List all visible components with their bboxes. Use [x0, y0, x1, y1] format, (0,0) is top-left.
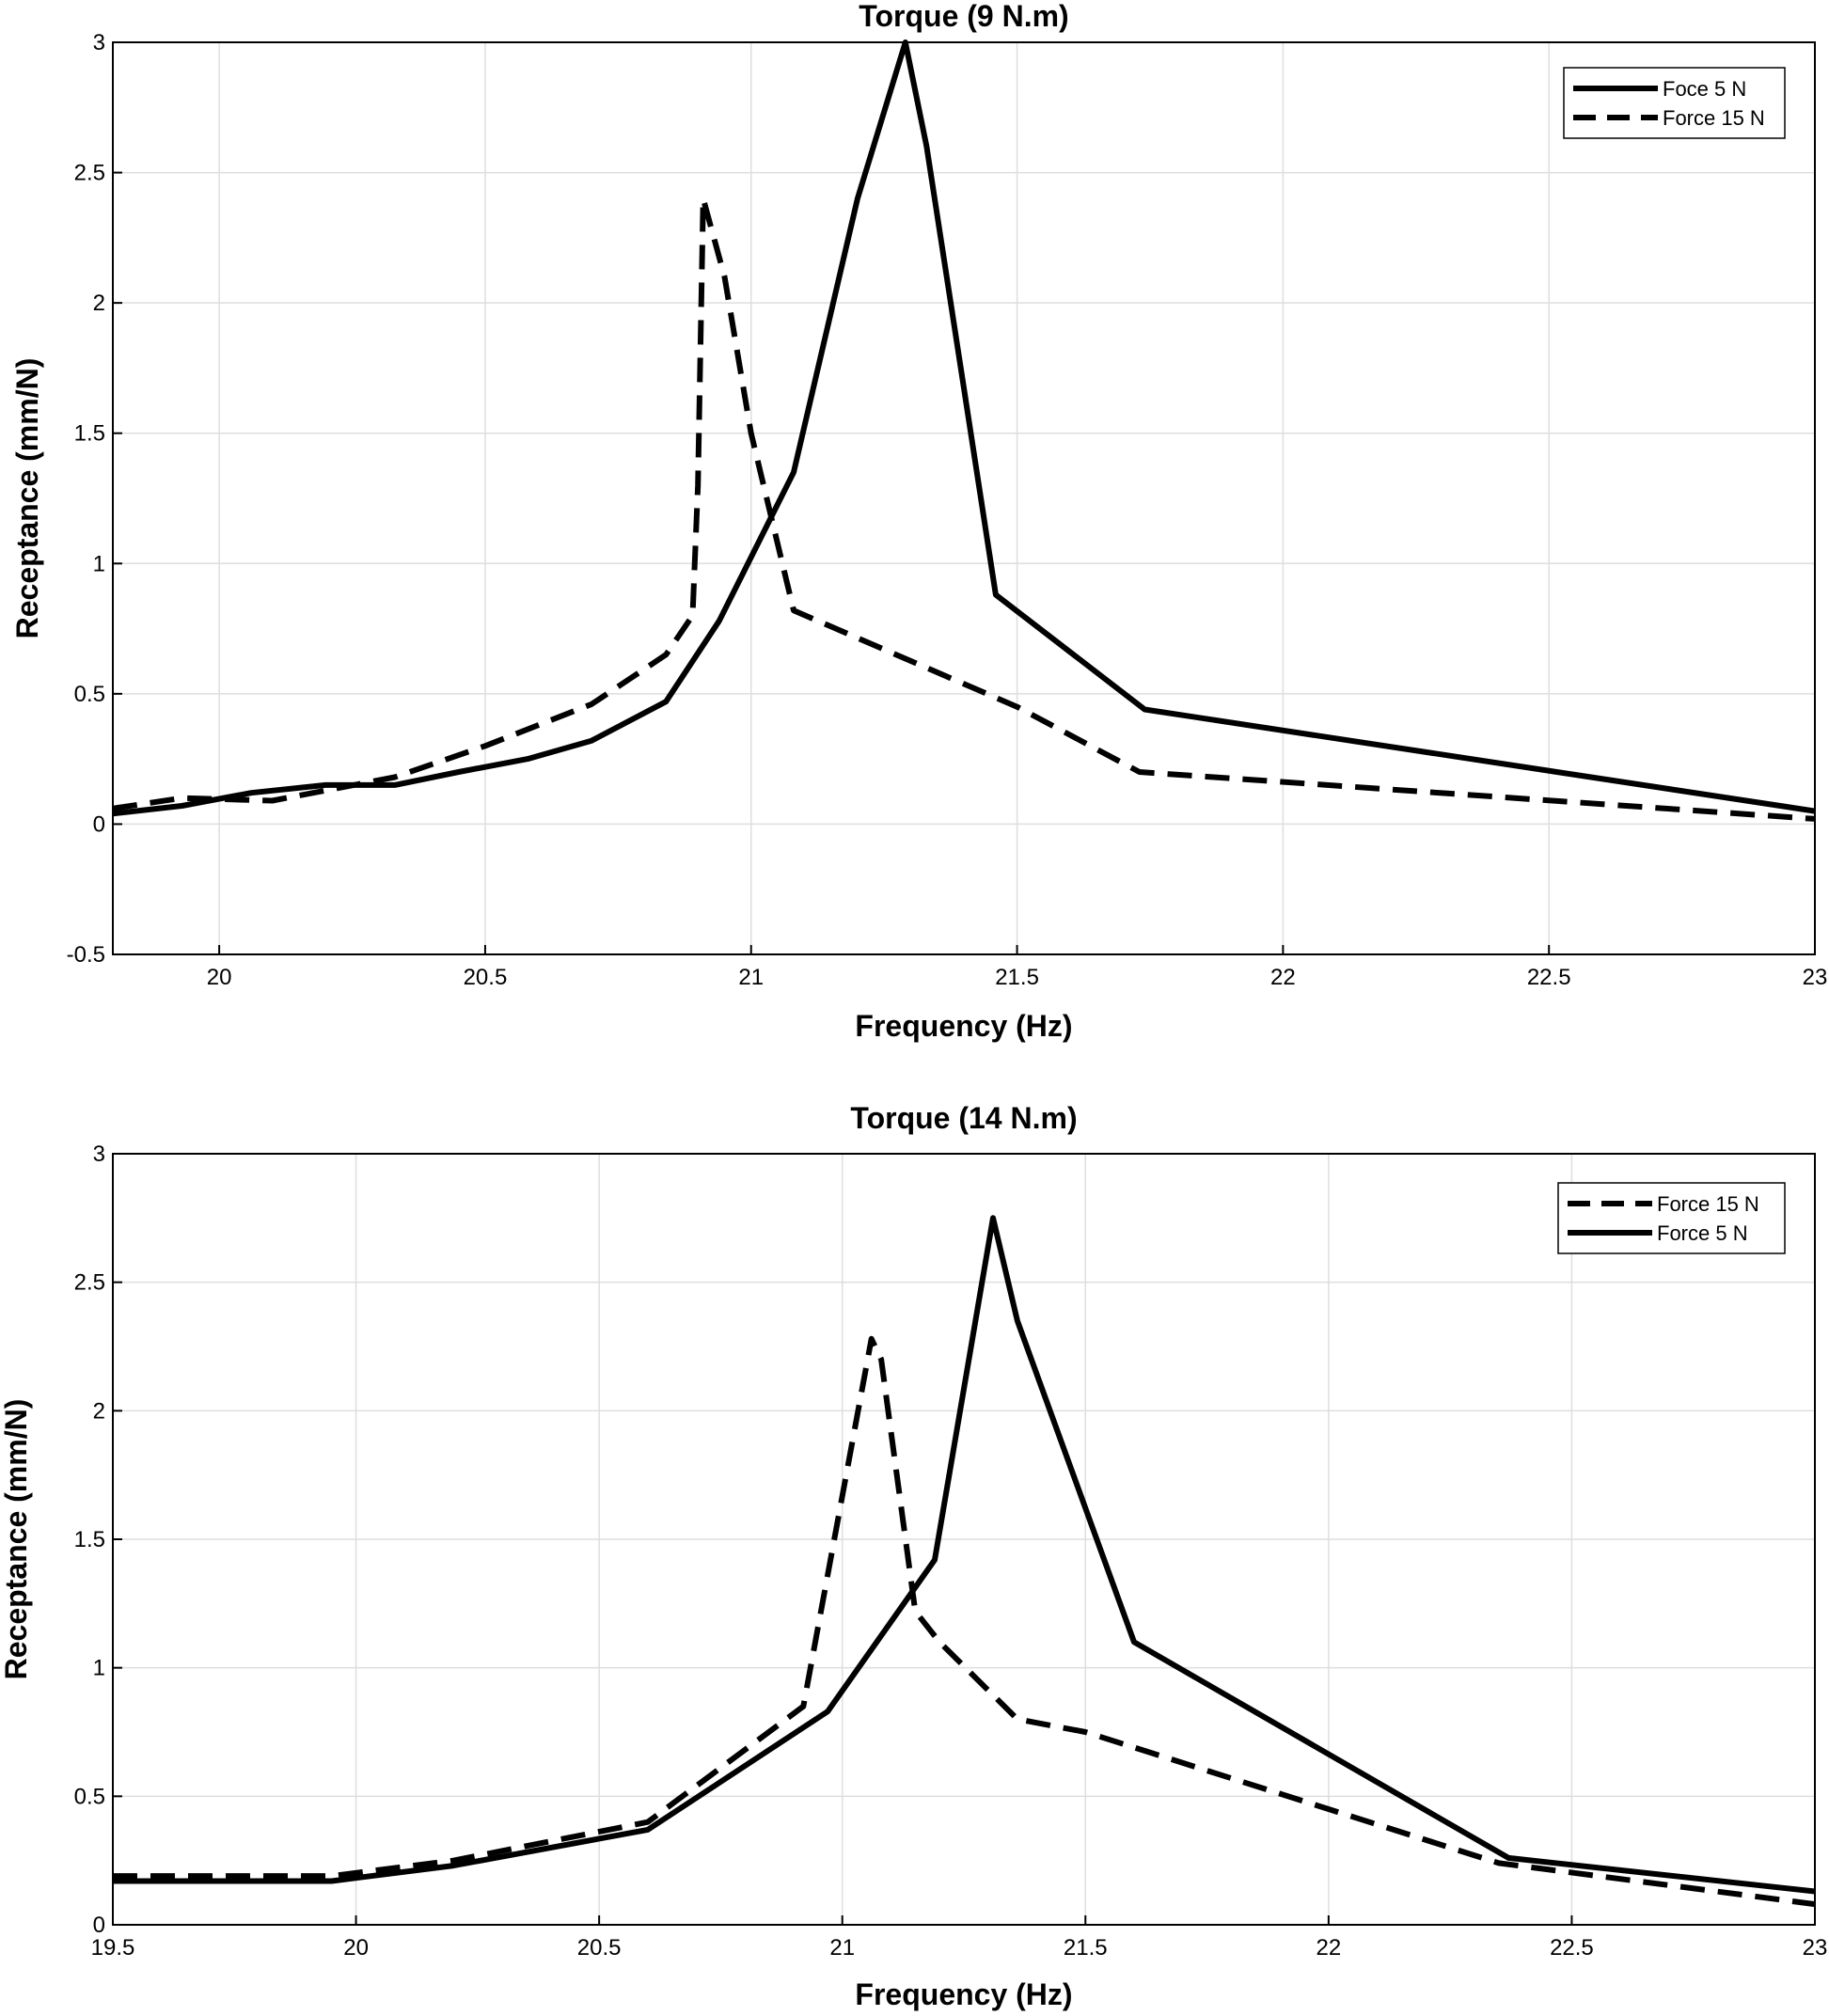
y-tick-label: 2: [93, 1398, 105, 1424]
y-tick-label: -0.5: [67, 942, 105, 968]
x-tick-label: 21.5: [1064, 1935, 1108, 1961]
grid-lines: [113, 1154, 1815, 1925]
x-tick-label: 23: [1803, 965, 1828, 990]
y-tick-label: 1: [93, 1656, 105, 1681]
y-tick-label: 1.5: [74, 421, 105, 447]
y-tick-label: 0: [93, 811, 105, 837]
x-tick-label: 23: [1803, 1935, 1828, 1961]
legend-label-force-15n: Force 15 N: [1657, 1192, 1759, 1216]
y-tick-label: 2.5: [74, 161, 105, 186]
x-tick-label: 20.5: [464, 965, 508, 990]
legend-label-force-15n: Force 15 N: [1663, 106, 1765, 130]
x-tick-label: 21: [829, 1935, 855, 1961]
legend: Foce 5 N Force 15 N: [1563, 67, 1786, 139]
grid-lines: [113, 42, 1815, 954]
tick-labels: 20 20.5 21 21.5 22 22.5 23-0.500.511.522.53: [67, 30, 1828, 990]
series-line-foce-5-n: [112, 39, 1816, 817]
x-tick-label: 22: [1317, 1935, 1342, 1961]
legend-box: [1557, 1182, 1786, 1254]
x-tick-label: 22: [1270, 965, 1296, 990]
y-tick-label: 2: [93, 291, 105, 316]
x-tick-label: 21.5: [995, 965, 1039, 990]
x-tick-label: 21: [738, 965, 764, 990]
y-tick-label: 0.5: [74, 682, 105, 707]
y-tick-label: 3: [93, 30, 105, 55]
y-tick-label: 2.5: [74, 1270, 105, 1296]
series-line-force-15-n: [112, 196, 1816, 822]
x-axis-label: Frequency (Hz): [855, 1009, 1072, 1043]
x-tick-label: 19.5: [91, 1935, 135, 1961]
x-tick-label: 20.5: [577, 1935, 622, 1961]
chart-torque-9: 20 20.5 21 21.5 22 22.5 23-0.500.511.522.53 To…: [10, 0, 1827, 1043]
x-tick-label: 20: [207, 965, 232, 990]
x-tick-label: 22.5: [1550, 1935, 1594, 1961]
y-axis-label: Receptance (mm/N): [0, 1399, 33, 1680]
plot-frame: [112, 41, 1816, 955]
y-tick-label: 0.5: [74, 1784, 105, 1809]
series-line-force-15-n: [113, 1335, 1816, 1908]
legend: Force 15 N Force 5 N: [1557, 1182, 1786, 1254]
series-lines: [113, 1215, 1816, 1908]
y-axis-label: Receptance (mm/N): [10, 358, 44, 639]
y-tick-label: 3: [93, 1142, 105, 1167]
series-line-force-5-n: [113, 1215, 1816, 1895]
x-axis-label: Frequency (Hz): [855, 1977, 1072, 2011]
y-tick-label: 1: [93, 551, 105, 576]
y-tick-label: 1.5: [74, 1527, 105, 1552]
series-lines: [112, 39, 1816, 822]
x-tick-label: 22.5: [1527, 965, 1571, 990]
x-tick-label: 20: [343, 1935, 369, 1961]
chart-title: Torque (14 N.m): [850, 1101, 1077, 1135]
legend-label-force-5n: Force 5 N: [1657, 1221, 1748, 1245]
legend-label-foce-5n: Foce 5 N: [1663, 77, 1746, 101]
legend-box: [1563, 67, 1786, 139]
y-tick-label: 0: [93, 1913, 105, 1938]
chart-title: Torque (9 N.m): [859, 0, 1068, 33]
